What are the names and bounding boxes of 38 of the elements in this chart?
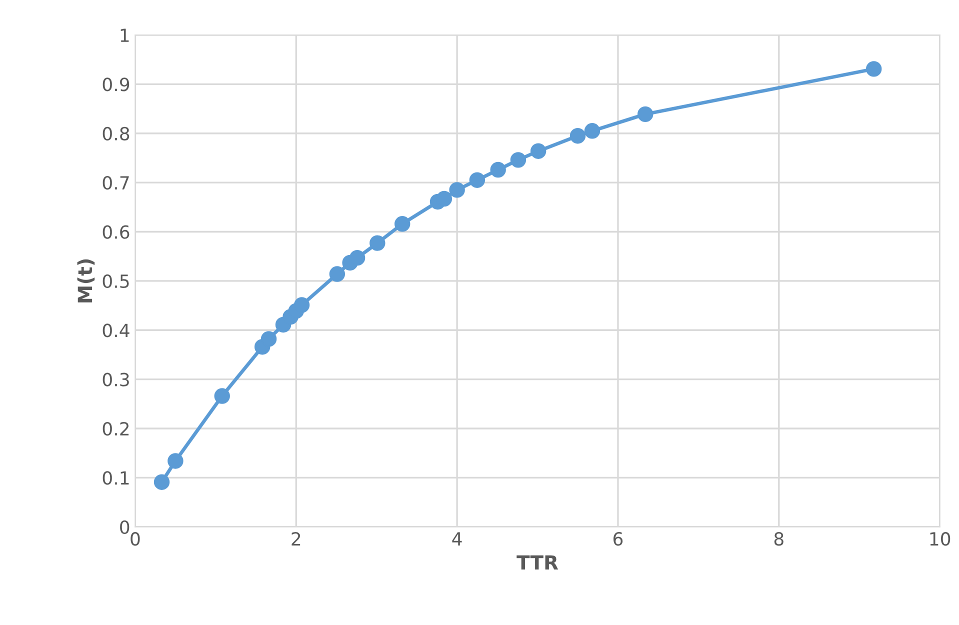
- point: [449, 182, 465, 198]
- y-tick-label: 0.8: [102, 126, 130, 140]
- x-tick-label: 8: [774, 532, 784, 546]
- point: [154, 474, 170, 490]
- x-tick-label: 4: [452, 532, 462, 546]
- y-tick-label: 0.9: [102, 78, 130, 92]
- y-tick-label: 0.3: [102, 372, 129, 386]
- point: [584, 123, 600, 139]
- y-tick-label: 0.2: [102, 422, 129, 436]
- point: [394, 216, 410, 232]
- point: [866, 61, 882, 77]
- point: [370, 235, 386, 251]
- y-tick-label: 0.6: [102, 225, 130, 239]
- y-axis-title: M(t): [77, 259, 95, 302]
- x-tick-label: 0: [130, 532, 140, 546]
- y-tick-label: 1: [120, 28, 129, 42]
- point: [349, 250, 366, 266]
- point: [570, 128, 586, 144]
- point: [294, 297, 310, 313]
- point: [260, 331, 277, 347]
- point: [637, 106, 654, 122]
- x-tick-label: 2: [292, 532, 300, 546]
- y-tick-label: 0.7: [102, 176, 129, 190]
- point: [530, 143, 546, 159]
- point: [436, 190, 452, 207]
- y-tick-label: 0.1: [102, 471, 129, 485]
- y-tick-label: 0.4: [102, 324, 130, 338]
- x-tick-label: 10: [930, 532, 950, 546]
- point: [510, 152, 526, 168]
- point: [490, 162, 506, 178]
- y-tick-label: 0.5: [102, 274, 129, 288]
- x-axis-title: TTR: [516, 555, 558, 570]
- x-tick-label: 6: [613, 532, 623, 546]
- point: [168, 453, 184, 469]
- y-tick-label: 0: [120, 520, 130, 534]
- point: [214, 388, 230, 404]
- point: [469, 172, 486, 188]
- point: [329, 266, 346, 282]
